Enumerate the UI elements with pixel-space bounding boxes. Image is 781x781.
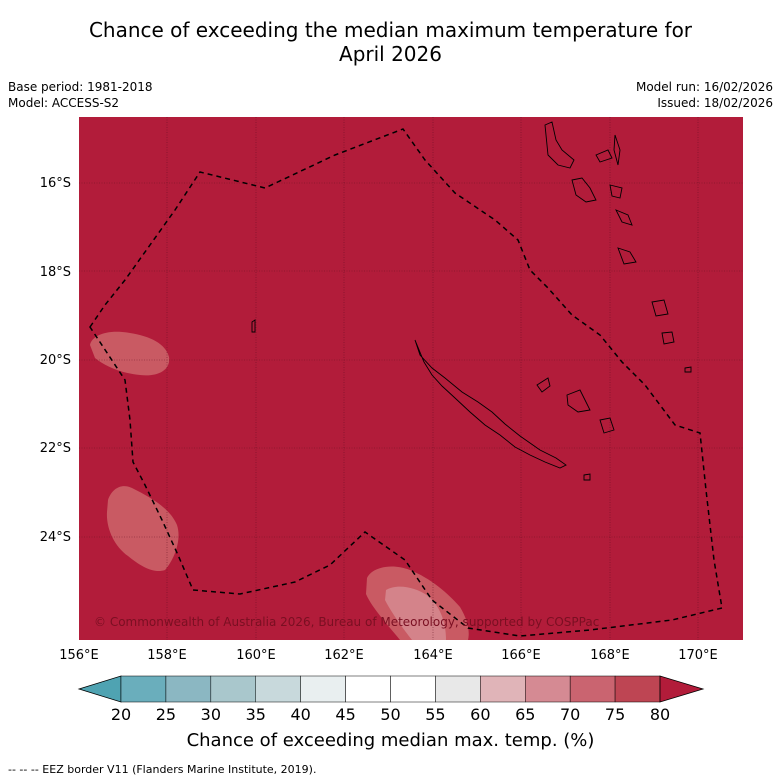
colorbar-swatch — [569, 675, 616, 703]
lon-label: 160°E — [236, 648, 276, 663]
base-period: Base period: 1981-2018 — [8, 80, 153, 94]
gridlines — [79, 117, 743, 640]
lon-label: 170°E — [678, 648, 718, 663]
colorbar-tick-label: 70 — [559, 705, 581, 724]
lat-label: 20°S — [40, 353, 71, 368]
island-mare — [599, 417, 615, 434]
colorbar-tick-label: 25 — [155, 705, 177, 724]
colorbar-swatch — [255, 675, 301, 703]
colorbar-swatch — [390, 675, 436, 703]
colorbar-tick-label: 60 — [470, 705, 491, 724]
lon-label: 168°E — [590, 648, 630, 663]
colorbar-extend-low — [77, 675, 122, 703]
eez-border — [89, 128, 723, 637]
chart-title: Chance of exceeding the median maximum t… — [0, 18, 781, 66]
island-pines — [583, 473, 591, 481]
colorbar-tick-label: 65 — [515, 705, 536, 724]
colorbar-swatch — [435, 675, 481, 703]
island-efate — [615, 209, 633, 226]
island-matthew — [684, 366, 692, 373]
lat-label: 24°S — [40, 530, 71, 545]
colorbar-tick-label: 80 — [649, 705, 671, 724]
colorbar-swatch — [525, 675, 571, 703]
colorbar-extend-high — [659, 675, 705, 703]
title-line-2: April 2026 — [339, 42, 442, 66]
title-line-1: Chance of exceeding the median maximum t… — [88, 18, 693, 42]
colorbar-tick-label: 35 — [245, 705, 266, 724]
lat-label: 22°S — [40, 441, 71, 456]
colorbar-tick-label: 45 — [335, 705, 356, 724]
coastlines — [251, 121, 692, 481]
latitude-labels: 16°S 18°S 20°S 22°S 24°S — [40, 176, 71, 545]
colorbar-label: Chance of exceeding median max. temp. (%… — [186, 730, 595, 751]
colorbar-swatch — [345, 675, 391, 703]
meta-left: Base period: 1981-2018 Model: ACCESS-S2 — [8, 79, 153, 111]
colorbar-tick-label: 40 — [290, 705, 311, 724]
colorbar — [77, 675, 705, 703]
colorbar-swatch — [614, 675, 661, 703]
anomaly-patch-southwest — [106, 486, 179, 572]
island-maewo — [595, 149, 613, 163]
lon-label: 162°E — [324, 648, 364, 663]
model-run: Model run: 16/02/2026 — [635, 80, 773, 94]
anomaly-patch-west — [90, 331, 170, 376]
colorbar-swatch — [165, 675, 212, 703]
island-chesterfield — [251, 319, 256, 333]
meta-right: Model run: 16/02/2026 Issued: 18/02/2026 — [636, 79, 773, 111]
colorbar-tick-label: 30 — [200, 705, 221, 724]
issued-date: Issued: 18/02/2026 — [657, 96, 773, 110]
island-espiritu-santo — [544, 121, 575, 169]
colorbar-tick-label: 50 — [380, 705, 401, 724]
colorbar-tick-label: 55 — [425, 705, 446, 724]
island-pentecost — [613, 134, 621, 166]
lon-label: 158°E — [147, 648, 187, 663]
colorbar-swatch — [120, 675, 167, 703]
island-tanna — [651, 299, 669, 317]
colorbar-swatch — [480, 675, 526, 703]
anomaly-core-south — [385, 586, 446, 640]
lon-label: 164°E — [413, 648, 453, 663]
lon-label: 166°E — [501, 648, 541, 663]
colorbar-tick-label: 20 — [110, 705, 132, 724]
lon-label: 156°E — [59, 648, 99, 663]
model-name: Model: ACCESS-S2 — [8, 96, 120, 110]
island-malakula — [571, 177, 597, 203]
colorbar-swatch — [300, 675, 346, 703]
lat-label: 18°S — [40, 265, 71, 280]
island-lifou — [566, 389, 591, 413]
island-ouvea — [536, 377, 551, 393]
new-caledonia-mainland — [414, 339, 567, 469]
island-erromango — [617, 247, 637, 265]
lat-label: 16°S — [40, 176, 71, 191]
map-background — [79, 117, 743, 640]
island-ambrym — [609, 184, 623, 199]
longitude-labels: 156°E 158°E 160°E 162°E 164°E 166°E 168°E 170°E — [59, 648, 718, 663]
copyright-notice: © Commonwealth of Australia 2026, Bureau… — [94, 615, 599, 629]
colorbar-swatch — [210, 675, 256, 703]
island-aneityum — [661, 331, 675, 345]
colorbar-tick-label: 75 — [604, 705, 626, 724]
eez-footnote: -- -- -- EEZ border V11 (Flanders Marine… — [8, 763, 317, 776]
